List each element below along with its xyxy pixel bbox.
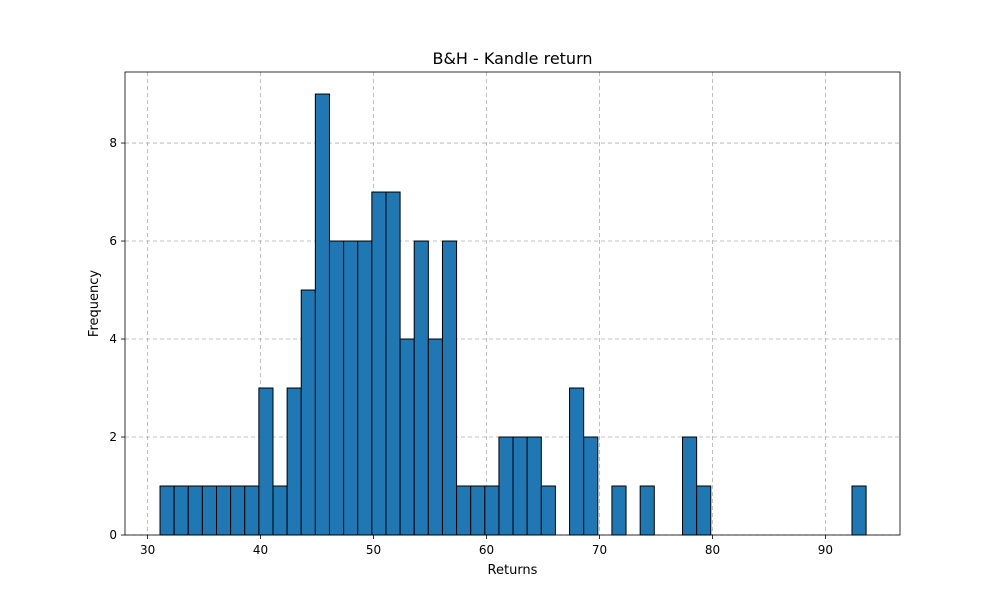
histogram-bar <box>512 436 528 536</box>
histogram-bar <box>159 485 175 536</box>
histogram-bar <box>611 485 627 536</box>
chart-title: B&H - Kandle return <box>432 49 592 68</box>
histogram-bar <box>286 387 302 536</box>
histogram-bar <box>230 485 246 536</box>
y-tick-label: 2 <box>109 430 117 444</box>
histogram-bar <box>682 436 698 536</box>
x-tick-label: 80 <box>705 543 720 557</box>
histogram-bar <box>583 436 599 536</box>
y-tick-label: 8 <box>109 136 117 150</box>
x-tick-label: 30 <box>140 543 155 557</box>
histogram-bar <box>399 338 415 536</box>
histogram-bar <box>540 485 556 536</box>
x-tick-label: 40 <box>253 543 268 557</box>
histogram-bar <box>441 240 458 536</box>
histogram-bar <box>385 191 401 536</box>
y-tick-label: 6 <box>109 234 117 248</box>
histogram-bar <box>413 240 429 536</box>
bars <box>159 93 867 536</box>
histogram-bar <box>216 485 232 536</box>
histogram-bar <box>498 436 514 536</box>
histogram-bar <box>300 289 316 536</box>
y-tick-label: 4 <box>109 332 117 346</box>
y-axis-label: Frequency <box>87 270 102 337</box>
histogram-bar <box>272 485 288 536</box>
histogram-bar <box>470 485 486 536</box>
histogram-bar <box>187 485 203 536</box>
histogram-bar <box>484 485 500 536</box>
histogram-bar <box>173 485 189 536</box>
histogram-bar <box>696 485 712 536</box>
histogram-bar <box>357 240 373 536</box>
histogram-bar <box>244 485 260 536</box>
x-tick-label: 90 <box>818 543 833 557</box>
x-tick-label: 60 <box>479 543 494 557</box>
histogram-bar <box>427 338 443 536</box>
histogram-bar <box>526 436 542 536</box>
histogram-bar <box>314 93 330 536</box>
histogram-bar <box>456 485 472 536</box>
axis-ticks: 30 40 50 60 70 80 90 0 2 4 6 8 <box>109 136 833 557</box>
histogram-bar <box>328 240 345 536</box>
histogram-bar <box>569 387 585 536</box>
histogram-bar <box>258 387 274 536</box>
histogram-bar <box>639 485 655 536</box>
histogram-bar <box>201 485 218 536</box>
plot-frame <box>124 71 901 536</box>
x-axis-label: Returns <box>488 563 538 578</box>
histogram-bar <box>371 191 387 536</box>
x-tick-label: 70 <box>592 543 607 557</box>
x-tick-label: 50 <box>366 543 381 557</box>
histogram-bar <box>851 485 867 536</box>
y-tick-label: 0 <box>109 528 117 542</box>
histogram-bar <box>343 240 359 536</box>
